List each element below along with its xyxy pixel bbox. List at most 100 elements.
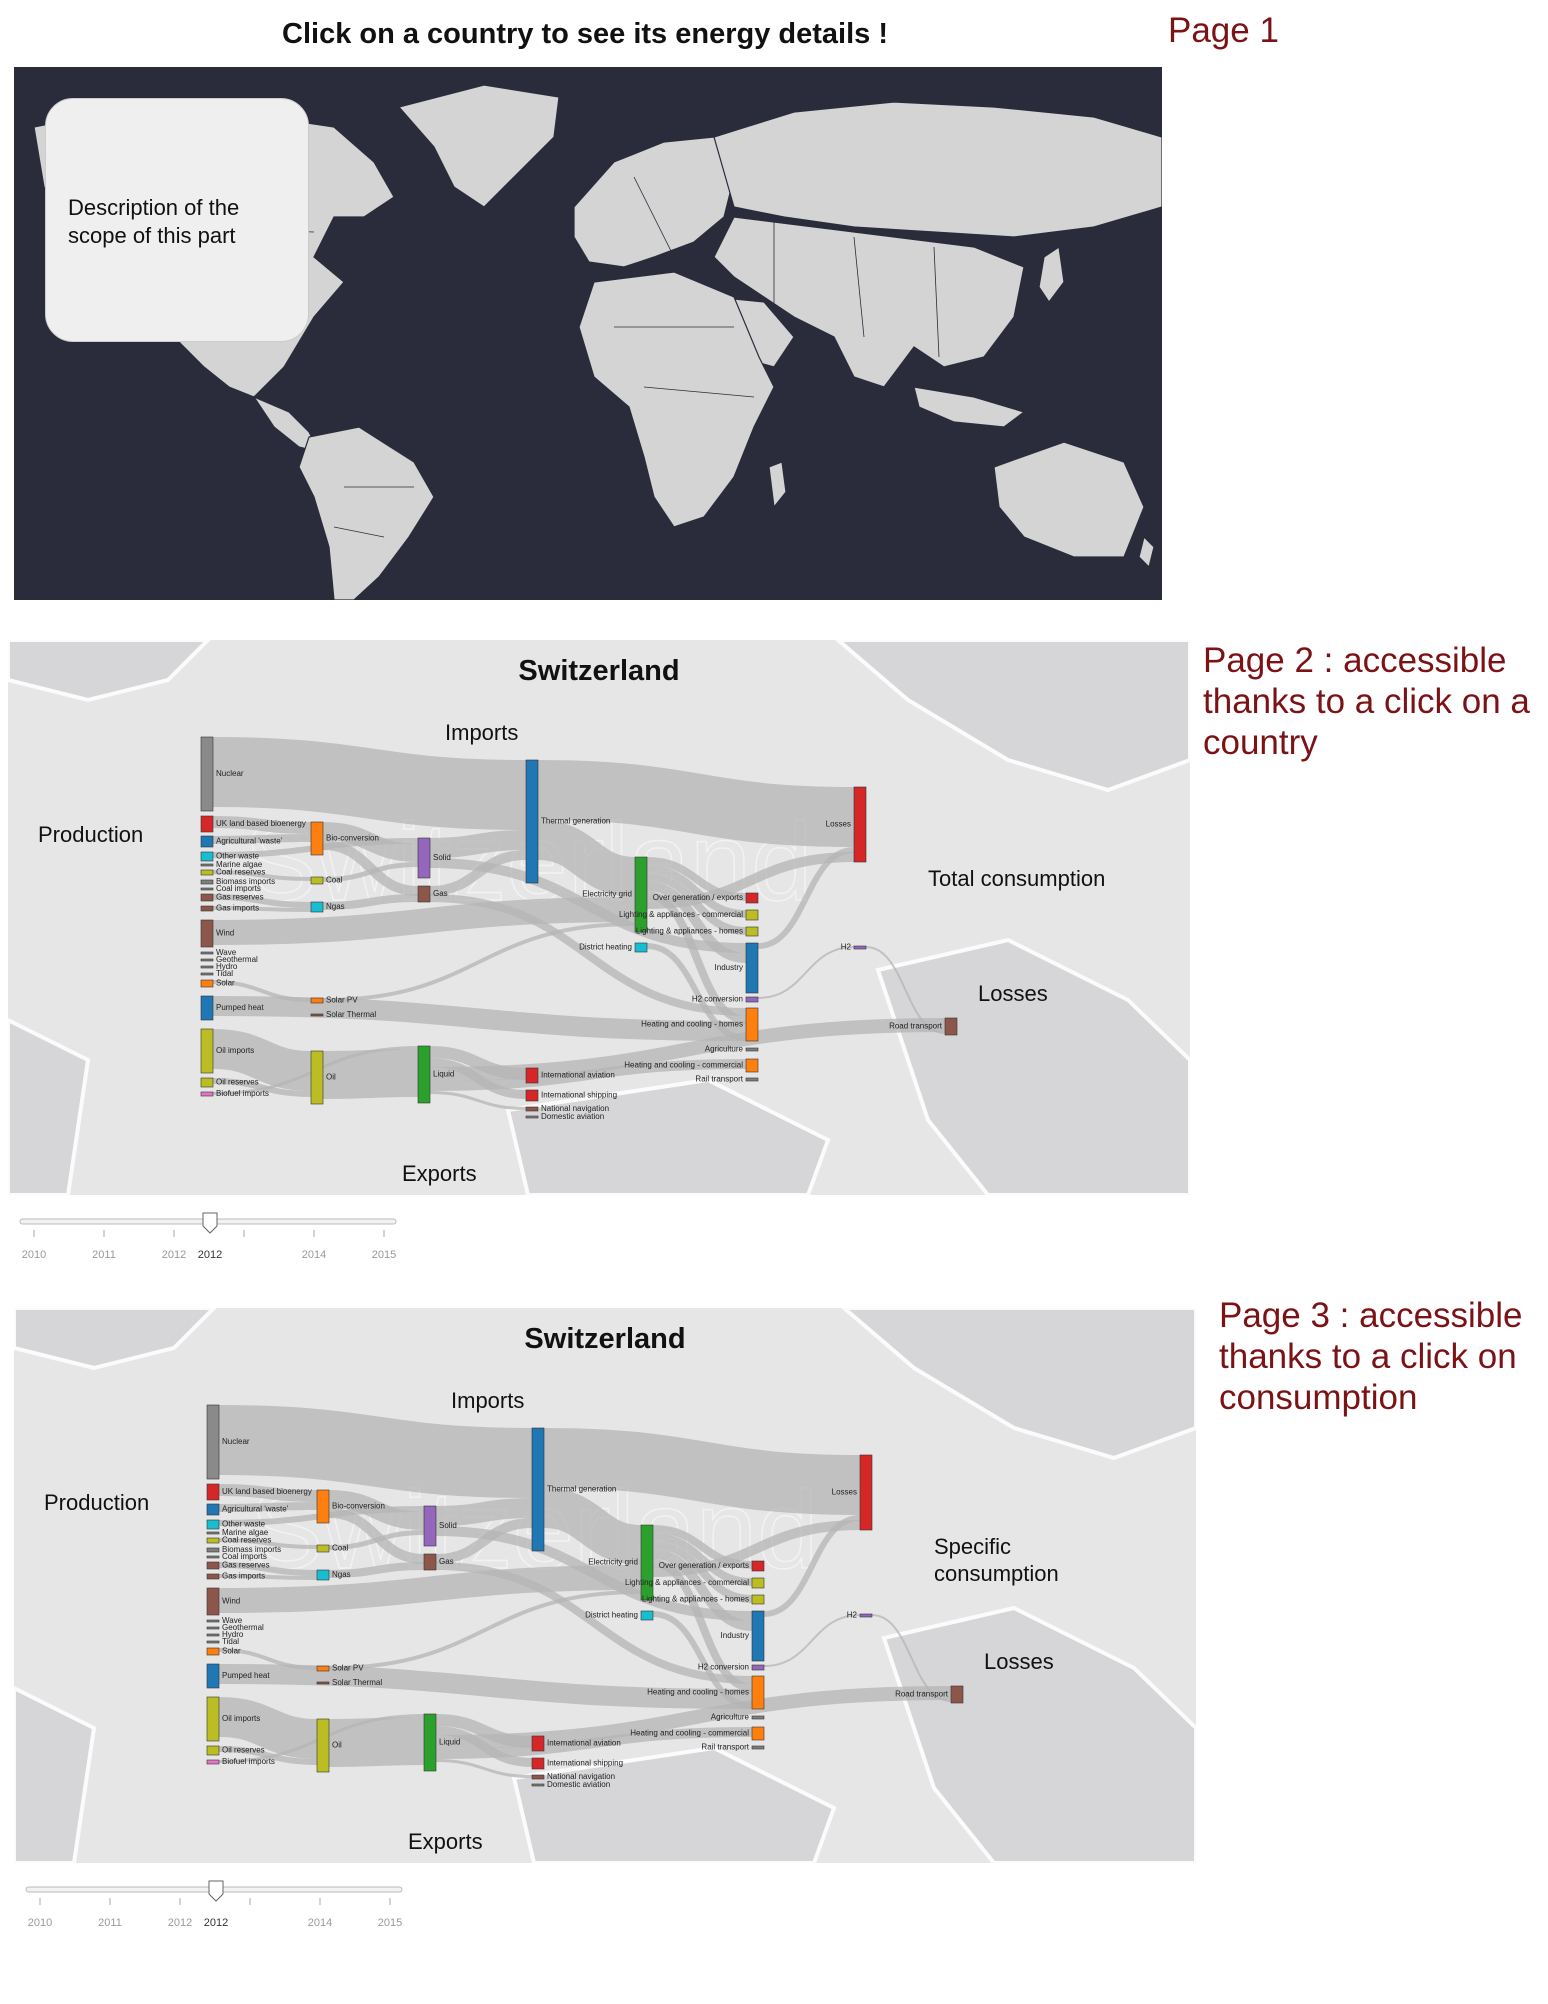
- node-biofuel[interactable]: [206, 1759, 220, 1765]
- flow-link[interactable]: [218, 1538, 318, 1549]
- flow-link[interactable]: [218, 1484, 318, 1502]
- flow-link[interactable]: [429, 850, 527, 896]
- flow-link[interactable]: [328, 1562, 425, 1578]
- flow-link[interactable]: [212, 906, 312, 912]
- node-heat_com[interactable]: [745, 1058, 759, 1073]
- flow-link[interactable]: [536, 820, 637, 897]
- flow-link[interactable]: [328, 1530, 425, 1550]
- node-wind[interactable]: [200, 919, 214, 948]
- node-intl_ship[interactable]: [525, 1089, 539, 1102]
- node-thermal[interactable]: [525, 759, 539, 884]
- flow-link[interactable]: [646, 881, 747, 963]
- node-gas[interactable]: [417, 885, 431, 903]
- node-h2conv[interactable]: [751, 1664, 765, 1671]
- flow-link[interactable]: [429, 1059, 747, 1091]
- node-solid[interactable]: [417, 837, 431, 879]
- node-nuclear[interactable]: [206, 1404, 220, 1480]
- node-bioconv[interactable]: [316, 1489, 330, 1524]
- flow-link[interactable]: [218, 1562, 318, 1576]
- flow-link[interactable]: [429, 830, 527, 858]
- node-solar_pv[interactable]: [316, 1665, 330, 1672]
- flow-link[interactable]: [871, 1614, 952, 1702]
- node-nuclear[interactable]: [200, 736, 214, 812]
- node-solar_th[interactable]: [316, 1681, 330, 1685]
- node-light_com[interactable]: [745, 909, 759, 921]
- flow-link[interactable]: [322, 822, 419, 862]
- flow-link[interactable]: [646, 943, 747, 1041]
- node-gas_res[interactable]: [206, 1561, 220, 1570]
- node-thermal[interactable]: [531, 1427, 545, 1552]
- slider-year-2015[interactable]: 2015: [372, 1249, 396, 1261]
- flow-link[interactable]: [652, 1611, 753, 1709]
- node-oil_res[interactable]: [206, 1745, 220, 1756]
- node-agriculture[interactable]: [745, 1047, 759, 1052]
- node-coal_imp[interactable]: [200, 887, 214, 891]
- node-uk_bio[interactable]: [206, 1483, 220, 1501]
- node-hydro[interactable]: [206, 1633, 220, 1637]
- node-oil[interactable]: [310, 1050, 324, 1105]
- node-solid[interactable]: [423, 1505, 437, 1547]
- node-oil_res[interactable]: [200, 1077, 214, 1088]
- slider-year-2010[interactable]: 2010: [28, 1917, 52, 1929]
- node-solar[interactable]: [200, 979, 214, 988]
- node-agri[interactable]: [200, 835, 214, 848]
- flow-link[interactable]: [212, 996, 747, 1041]
- flow-link[interactable]: [322, 862, 419, 882]
- flow-link[interactable]: [212, 894, 312, 908]
- node-gas[interactable]: [423, 1553, 437, 1571]
- node-rail[interactable]: [745, 1077, 759, 1082]
- node-geo[interactable]: [200, 958, 214, 962]
- node-marine[interactable]: [200, 863, 214, 867]
- node-biofuel[interactable]: [200, 1091, 214, 1097]
- slider-year-2012[interactable]: 2012: [162, 1249, 186, 1261]
- node-coal_res[interactable]: [206, 1537, 220, 1544]
- flow-link[interactable]: [646, 865, 747, 918]
- flow-link[interactable]: [435, 1498, 533, 1526]
- node-solar[interactable]: [206, 1647, 220, 1656]
- node-solar_th[interactable]: [310, 1013, 324, 1017]
- node-gas_res[interactable]: [200, 893, 214, 902]
- flow-link[interactable]: [322, 1049, 419, 1099]
- node-overgen[interactable]: [745, 892, 759, 904]
- flow-link[interactable]: [328, 1717, 425, 1767]
- flow-link[interactable]: [429, 1018, 946, 1081]
- flow-link[interactable]: [322, 922, 636, 1002]
- flow-link[interactable]: [218, 1648, 318, 1670]
- flow-link[interactable]: [218, 1565, 642, 1613]
- node-grid[interactable]: [640, 1524, 654, 1601]
- node-ngas[interactable]: [310, 901, 324, 913]
- flow-link[interactable]: [212, 980, 312, 1002]
- node-solar_pv[interactable]: [310, 997, 324, 1004]
- flow-link[interactable]: [218, 1502, 318, 1512]
- node-wave[interactable]: [200, 951, 214, 955]
- flow-link[interactable]: [212, 816, 312, 834]
- node-heat_home[interactable]: [751, 1675, 765, 1710]
- page2-slider-svg[interactable]: 2010 2011 2012 2014 2015 2012: [14, 1210, 414, 1280]
- slider-handle[interactable]: [202, 1212, 218, 1234]
- node-coal[interactable]: [310, 876, 324, 885]
- node-pumped[interactable]: [206, 1663, 220, 1689]
- slider-year-2011[interactable]: 2011: [92, 1249, 116, 1261]
- node-losses[interactable]: [859, 1454, 873, 1531]
- flow-link[interactable]: [652, 1549, 753, 1631]
- node-bio_imp[interactable]: [206, 1547, 220, 1553]
- node-liquid[interactable]: [423, 1713, 437, 1772]
- node-other_waste[interactable]: [206, 1519, 220, 1530]
- node-agri[interactable]: [206, 1503, 220, 1516]
- node-road[interactable]: [944, 1017, 958, 1036]
- node-district[interactable]: [640, 1610, 654, 1621]
- flow-link[interactable]: [212, 1029, 312, 1091]
- node-coal[interactable]: [316, 1544, 330, 1553]
- node-light_home[interactable]: [751, 1594, 765, 1605]
- node-district[interactable]: [634, 942, 648, 953]
- node-dom_av[interactable]: [525, 1115, 539, 1119]
- flow-link[interactable]: [646, 852, 855, 909]
- slider-year-2012[interactable]: 2012: [168, 1917, 192, 1929]
- node-h2[interactable]: [853, 945, 867, 950]
- flow-link[interactable]: [218, 1697, 318, 1759]
- node-hydro[interactable]: [200, 965, 214, 969]
- node-light_home[interactable]: [745, 926, 759, 937]
- node-wind[interactable]: [206, 1587, 220, 1616]
- flow-link[interactable]: [322, 840, 419, 896]
- slider-year-2014[interactable]: 2014: [302, 1249, 326, 1261]
